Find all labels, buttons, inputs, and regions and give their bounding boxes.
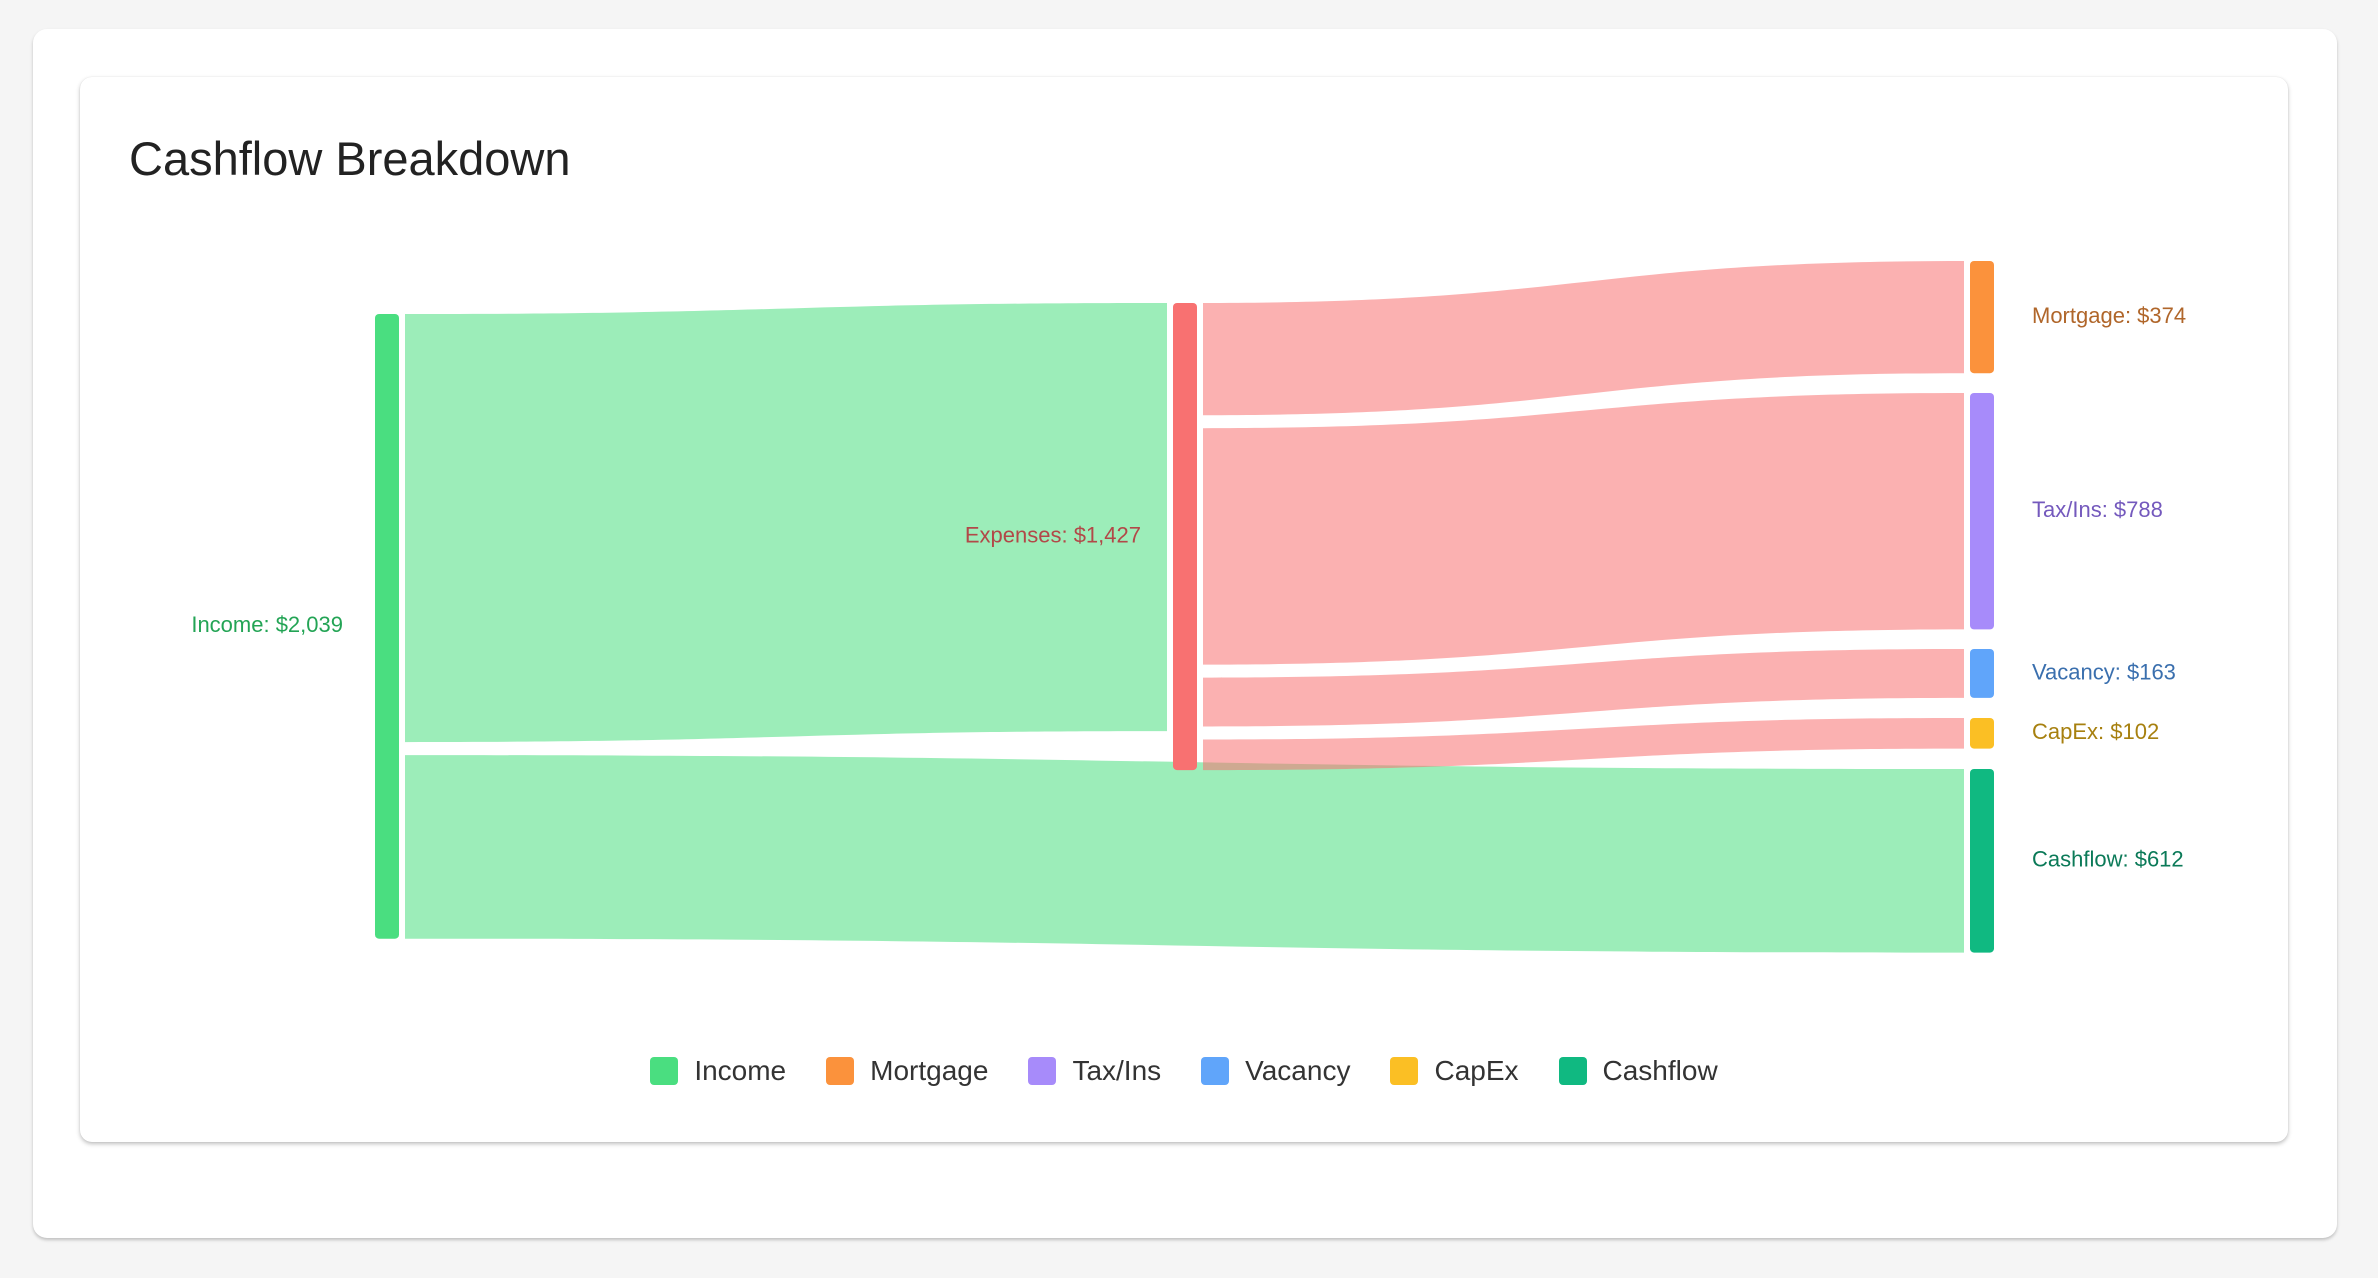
link — [405, 755, 1964, 953]
link — [1203, 393, 1964, 665]
node — [1173, 303, 1197, 771]
node — [375, 314, 399, 939]
sankey: Income: $2,039 Expenses: $1,427 Mortgage: … — [191, 261, 2186, 953]
legend-item: Mortgage — [826, 1055, 988, 1087]
link — [1203, 261, 1964, 416]
legend-swatch — [1201, 1057, 1230, 1085]
legend-swatch — [826, 1057, 855, 1085]
link — [1203, 718, 1964, 771]
node — [1970, 261, 1994, 374]
link — [405, 303, 1167, 743]
node-label: CapEx: $102 — [2032, 719, 2159, 744]
node — [1970, 769, 1994, 953]
legend-item: Income — [650, 1055, 786, 1087]
node-label: Expenses: $1,427 — [965, 522, 1141, 547]
node — [1970, 649, 1994, 698]
node-label: Vacancy: $163 — [2032, 659, 2176, 684]
node — [1970, 718, 1994, 749]
chart-title: Cashflow Breakdown — [129, 132, 571, 185]
legend-swatch — [1390, 1057, 1419, 1085]
legend-item: Vacancy — [1201, 1055, 1350, 1087]
legend-label: Mortgage — [870, 1055, 989, 1086]
legend-swatch — [650, 1057, 679, 1085]
legend-item: Tax/Ins — [1028, 1055, 1161, 1087]
legend-label: Tax/Ins — [1072, 1055, 1162, 1086]
legend-swatch — [1028, 1057, 1057, 1085]
legend-label: Income — [694, 1055, 787, 1086]
node — [1970, 393, 1994, 630]
legend-item: Cashflow — [1558, 1055, 1718, 1087]
node-label: Mortgage: $374 — [2032, 303, 2186, 328]
legend-label: Cashflow — [1602, 1055, 1718, 1086]
node-label: Tax/Ins: $788 — [2032, 497, 2163, 522]
node-label: Income: $2,039 — [191, 612, 343, 637]
node-label: Cashflow: $612 — [2032, 847, 2184, 872]
legend-swatch — [1558, 1057, 1587, 1085]
legend-item: CapEx — [1390, 1055, 1519, 1087]
link — [1203, 649, 1964, 727]
legend-label: Vacancy — [1245, 1055, 1351, 1086]
legend: Income Mortgage Tax/Ins Vacancy CapEx Cashflo… — [80, 1055, 2288, 1087]
legend-label: CapEx — [1434, 1055, 1519, 1086]
chart-card: Cashflow Breakdown Income: $2,039 Expense… — [80, 77, 2288, 1142]
